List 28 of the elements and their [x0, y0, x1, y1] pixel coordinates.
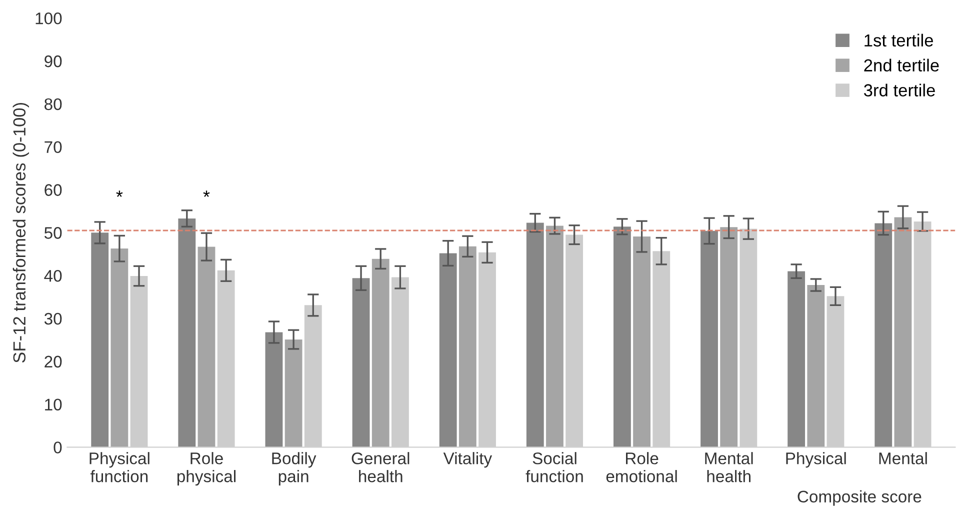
annotation: * — [203, 190, 210, 197]
x-tick-label: Physical — [786, 452, 846, 468]
x-tick-label: Role emotional — [606, 452, 677, 482]
y-tick-label: 20 — [44, 356, 62, 368]
x-tick-label: Mental — [879, 452, 927, 464]
x-tick-label: General health — [352, 452, 410, 482]
y-axis-title: SF-12 transformed scores (0-100) — [12, 102, 29, 363]
y-tick-label: 80 — [44, 98, 62, 110]
y-tick-label: 60 — [44, 184, 62, 196]
x-tick-label: Physical function — [90, 452, 150, 482]
y-tick-label: 100 — [36, 12, 62, 24]
legend-label: 3rd tertile — [864, 84, 935, 96]
y-tick-label: 40 — [44, 270, 62, 282]
x-tick-label: Mental health — [705, 452, 753, 482]
legend-label: 2nd tertile — [864, 58, 939, 72]
y-tick-label: 10 — [45, 398, 62, 410]
x-tick-label: Social function — [526, 452, 583, 482]
text: Composite score — [798, 490, 922, 506]
legend-label: 1st tertile — [864, 34, 934, 47]
x-tick-label: Role physical — [177, 452, 236, 486]
y-tick-label: 0 — [54, 442, 62, 454]
annotation: * — [116, 190, 123, 197]
x-tick-label: Bodily pain — [272, 452, 316, 486]
y-tick-label: 30 — [44, 312, 62, 325]
y-tick-label: 50 — [44, 227, 62, 239]
y-tick-label: 90 — [44, 55, 62, 68]
x-tick-label: Vitality — [443, 452, 492, 468]
y-tick-label: 70 — [44, 141, 62, 154]
